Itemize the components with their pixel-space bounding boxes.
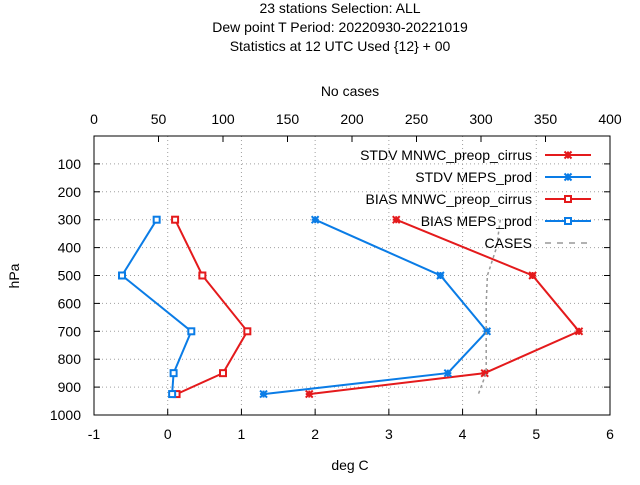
y-tick-label: 400 — [58, 240, 82, 256]
x2-tick-label: 150 — [276, 111, 300, 127]
x2-tick-label: 350 — [534, 111, 558, 127]
y-tick-label: 800 — [58, 351, 82, 367]
plot-border — [93, 135, 611, 416]
y-axis-label: hPa — [6, 263, 22, 288]
legend-item: BIAS MEPS_prod — [421, 213, 591, 229]
series-3 — [171, 215, 252, 399]
y-tick-label: 600 — [58, 295, 82, 311]
x-tick-label: -1 — [88, 426, 101, 442]
data-point — [169, 369, 178, 378]
series-line — [477, 219, 502, 395]
x-tick-label: 3 — [385, 426, 393, 442]
y-tick-label: 200 — [58, 184, 82, 200]
y-tick-label: 700 — [58, 323, 82, 339]
legend: STDV MNWC_preop_cirrus STDV MEPS_prod BIAS… — [360, 147, 591, 251]
y-tick-label: 500 — [58, 268, 82, 284]
legend-marker — [563, 150, 573, 160]
x2-tick-label: 200 — [340, 111, 364, 127]
legend-marker — [563, 172, 573, 182]
legend-label: BIAS MNWC_preop_cirrus — [366, 191, 533, 207]
y-tick-label: 900 — [58, 379, 82, 395]
legend-label: STDV MNWC_preop_cirrus — [360, 147, 532, 163]
y-tick-label: 1000 — [50, 407, 81, 423]
x2-tick-label: 50 — [151, 111, 167, 127]
legend-label: STDV MEPS_prod — [415, 169, 532, 185]
data-point — [198, 271, 207, 280]
series-5 — [477, 219, 502, 395]
legend-marker — [564, 195, 572, 203]
legend-item: STDV MNWC_preop_cirrus — [360, 147, 591, 163]
title-line-1: 23 stations Selection: ALL — [259, 0, 420, 16]
series-line — [174, 219, 249, 396]
series-line — [309, 218, 581, 396]
data-point — [528, 271, 537, 280]
y-tick-label: 300 — [58, 212, 82, 228]
x-tick-label: 0 — [164, 426, 172, 442]
data-point — [219, 369, 227, 378]
series — [118, 215, 584, 399]
axes: -1 0 1 2 3 4 5 6 0 50 100 150 200 250 300 350 400 100 200 3… — [50, 111, 622, 442]
legend-item: STDV MEPS_prod — [415, 169, 591, 185]
x-tick-label: 4 — [459, 426, 467, 442]
data-point — [310, 215, 320, 224]
data-point — [243, 327, 252, 336]
x2-tick-label: 100 — [211, 111, 235, 127]
data-point — [152, 215, 161, 224]
title-line-3: Statistics at 12 UTC Used {12} + 00 — [230, 38, 451, 54]
x-tick-label: 2 — [311, 426, 319, 442]
data-point — [259, 389, 268, 399]
x2-tick-label: 0 — [90, 111, 98, 127]
x2-tick-label: 250 — [405, 111, 429, 127]
data-point — [187, 327, 196, 336]
y-tick-label: 100 — [58, 156, 82, 172]
legend-marker — [564, 217, 572, 225]
data-point — [436, 271, 445, 280]
series-4 — [118, 215, 196, 399]
chart-title: 23 stations Selection: ALL Dew point T P… — [212, 0, 468, 54]
data-point — [118, 271, 127, 280]
series-1 — [305, 215, 584, 399]
x2-axis-label: No cases — [321, 83, 379, 99]
data-point — [171, 215, 180, 224]
series-2 — [259, 215, 492, 399]
legend-item: CASES — [485, 235, 591, 251]
x-axis-label: deg C — [331, 457, 368, 473]
x-tick-label: 1 — [238, 426, 246, 442]
data-point — [443, 368, 453, 378]
data-point — [392, 215, 401, 224]
series-line — [120, 219, 193, 395]
x2-tick-label: 300 — [469, 111, 493, 127]
x2-tick-label: 400 — [598, 111, 622, 127]
x-tick-label: 5 — [532, 426, 540, 442]
title-line-2: Dew point T Period: 20220930-20221019 — [212, 19, 468, 35]
x-tick-label: 6 — [606, 426, 614, 442]
legend-label: CASES — [485, 235, 532, 251]
data-point — [168, 390, 177, 399]
series-line — [263, 218, 489, 396]
legend-item: BIAS MNWC_preop_cirrus — [366, 191, 591, 207]
legend-label: BIAS MEPS_prod — [421, 213, 532, 229]
grid — [94, 136, 610, 415]
data-point — [574, 327, 584, 336]
data-point — [305, 389, 314, 399]
